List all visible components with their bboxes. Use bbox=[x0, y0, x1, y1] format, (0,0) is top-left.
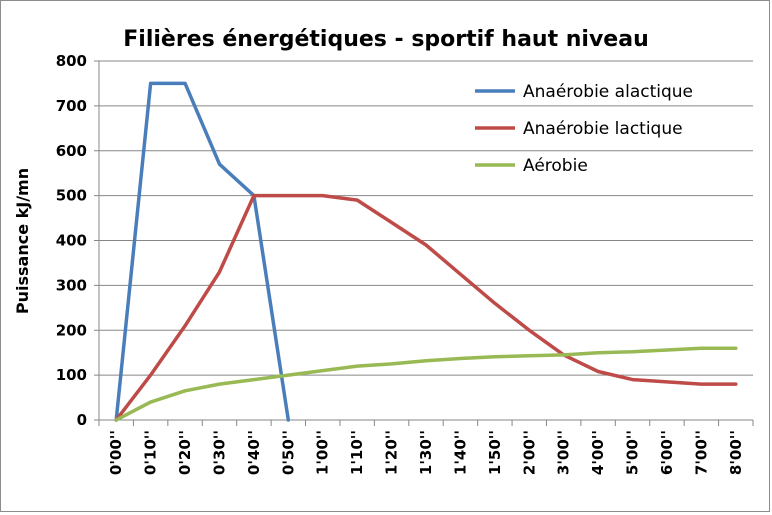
y-tick-label: 100 bbox=[56, 366, 87, 384]
y-tick-label: 0 bbox=[77, 411, 87, 429]
chart-title: Filières énergétiques - sportif haut niv… bbox=[123, 27, 648, 52]
x-tick-label: 1'30'' bbox=[417, 430, 435, 475]
y-tick-label: 700 bbox=[56, 97, 87, 115]
y-tick-label: 300 bbox=[56, 276, 87, 294]
x-tick-label: 5'00'' bbox=[624, 430, 642, 475]
gridlines bbox=[99, 60, 753, 376]
x-tick-label: 8'00'' bbox=[727, 430, 745, 475]
x-tick-label: 1'10'' bbox=[348, 430, 366, 475]
x-tick-label: 0'20'' bbox=[176, 430, 194, 475]
y-axis-ticks: 0 100 200 300 400 500 600 700 800 bbox=[56, 52, 99, 429]
y-tick-label: 400 bbox=[56, 232, 87, 250]
y-tick-label: 600 bbox=[56, 142, 87, 160]
x-tick-label: 6'00'' bbox=[658, 430, 676, 475]
x-tick-label: 0'10'' bbox=[142, 430, 160, 475]
series-line-2 bbox=[114, 193, 738, 422]
x-tick-label: 0'30'' bbox=[210, 430, 228, 475]
y-tick-label: 500 bbox=[56, 187, 87, 205]
x-tick-label: 3'00'' bbox=[555, 430, 573, 475]
x-tick-label: 1'50'' bbox=[486, 430, 504, 475]
x-axis-ticks: 0'00'' 0'10'' 0'20'' 0'30'' 0'40'' 0'50'' 1'00… bbox=[98, 420, 754, 475]
y-axis-label: Puissance kJ/mn bbox=[13, 168, 32, 314]
x-tick-label: 1'20'' bbox=[383, 430, 401, 475]
x-tick-label: 7'00'' bbox=[692, 430, 710, 475]
x-tick-label: 0'50'' bbox=[279, 430, 297, 475]
x-tick-label: 2'00'' bbox=[520, 430, 538, 475]
x-tick-label: 1'00'' bbox=[314, 430, 332, 475]
legend-label: Aérobie bbox=[523, 156, 588, 176]
x-tick-label: 0'40'' bbox=[245, 430, 263, 475]
y-tick-label: 800 bbox=[56, 52, 87, 70]
series-line-3 bbox=[114, 346, 738, 422]
series-group bbox=[114, 81, 738, 422]
series-line-1 bbox=[114, 81, 291, 422]
y-tick-label: 200 bbox=[56, 321, 87, 339]
x-tick-label: 1'40'' bbox=[451, 430, 469, 475]
x-tick-label: 4'00'' bbox=[589, 430, 607, 475]
legend: Anaérobie alactique Anaérobie lactique Aér… bbox=[475, 82, 693, 176]
x-tick-label: 0'00'' bbox=[107, 430, 125, 475]
legend-label: Anaérobie alactique bbox=[523, 82, 693, 102]
legend-label: Anaérobie lactique bbox=[523, 119, 683, 139]
